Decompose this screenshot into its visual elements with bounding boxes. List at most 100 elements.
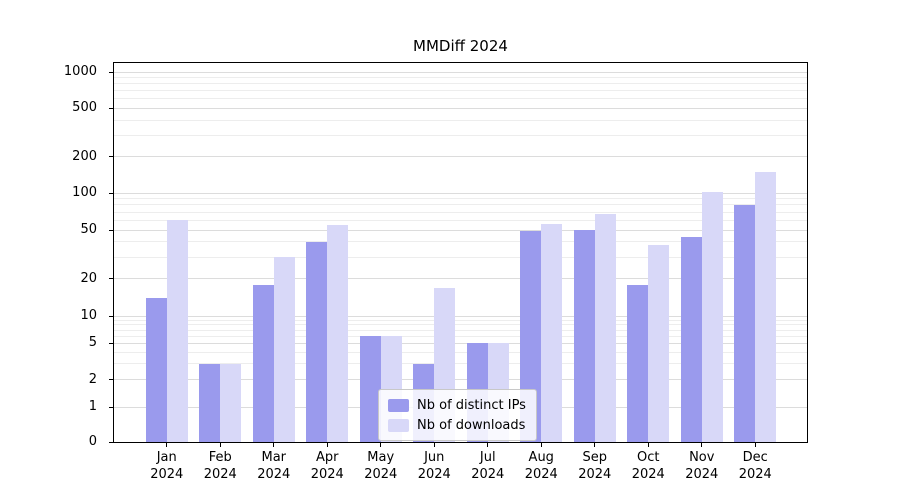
gridline-minor (114, 241, 807, 243)
y-tick-label: 200 (72, 148, 97, 164)
legend-label: Nb of downloads (417, 417, 526, 433)
bar-nb-of-distinct-ips (306, 241, 328, 442)
x-tick-label: Aug 2024 (501, 450, 581, 484)
bar-nb-of-downloads (541, 223, 563, 442)
x-tick-mark (166, 443, 168, 447)
x-axis-tick-marks (114, 443, 807, 447)
y-tick-mark (109, 71, 113, 73)
x-tick-month: Jan (156, 450, 177, 465)
gridline-minor (114, 204, 807, 206)
gridline-minor (114, 198, 807, 200)
gridline-major (114, 342, 807, 344)
y-tick-mark (109, 406, 113, 408)
bar-nb-of-downloads (327, 224, 349, 442)
x-tick-mark (219, 443, 221, 447)
legend: Nb of distinct IPs Nb of downloads (378, 389, 537, 441)
bar-nb-of-distinct-ips (734, 204, 756, 442)
gridline-major (114, 229, 807, 231)
bar-nb-of-downloads (701, 191, 723, 442)
gridline-minor (114, 219, 807, 221)
gridline-major (114, 156, 807, 158)
legend-item: Nb of downloads (388, 415, 526, 435)
x-tick-year: 2024 (417, 466, 451, 482)
gridline-minor (114, 98, 807, 100)
y-tick-label: 10 (80, 308, 97, 323)
bar-nb-of-downloads (594, 213, 616, 442)
x-tick-label: Dec 2024 (715, 450, 795, 484)
gridline-minor (114, 119, 807, 121)
bar-nb-of-downloads (166, 220, 188, 442)
gridline-minor (114, 363, 807, 365)
gridline-minor (114, 77, 807, 79)
x-tick-year: 2024 (310, 466, 344, 482)
gridline-minor (114, 83, 807, 85)
x-tick-year: 2024 (524, 466, 558, 482)
y-axis-tick-marks (109, 63, 113, 443)
legend-swatch (388, 398, 409, 412)
x-tick-month: Feb (208, 450, 232, 465)
y-tick-mark (109, 192, 113, 194)
x-tick-label: Feb 2024 (180, 450, 260, 484)
x-tick-label: Oct 2024 (608, 450, 688, 484)
x-tick-label: Sep 2024 (555, 450, 635, 484)
x-tick-month: Aug (528, 450, 554, 465)
x-tick-year: 2024 (257, 466, 291, 482)
gridline-minor (114, 256, 807, 258)
x-tick-year: 2024 (578, 466, 612, 482)
x-tick-label: May 2024 (341, 450, 421, 484)
bar-nb-of-downloads (273, 257, 295, 442)
x-tick-mark (326, 443, 328, 447)
x-tick-month: Apr (316, 450, 339, 465)
x-tick-label: Nov 2024 (662, 450, 742, 484)
x-tick-label: Apr 2024 (287, 450, 367, 484)
gridline-minor (114, 324, 807, 326)
bar-nb-of-distinct-ips (145, 298, 167, 442)
legend-label: Nb of distinct IPs (417, 397, 526, 413)
bar-nb-of-distinct-ips (252, 284, 274, 442)
x-tick-label: Mar 2024 (234, 450, 314, 484)
x-tick-year: 2024 (203, 466, 237, 482)
gridline-minor (114, 329, 807, 331)
gridline-major (114, 278, 807, 280)
x-tick-mark (540, 443, 542, 447)
bar-nb-of-distinct-ips (573, 230, 595, 442)
gridline-major (114, 379, 807, 381)
y-axis-tick-labels: 0 1 2 5 10 20 50 100 200 500 1000 (0, 63, 105, 449)
bar-nb-of-distinct-ips (359, 336, 381, 442)
x-tick-year: 2024 (685, 466, 719, 482)
y-tick-label: 50 (80, 222, 97, 238)
x-tick-year: 2024 (471, 466, 505, 482)
x-tick-year: 2024 (738, 466, 772, 482)
x-tick-year: 2024 (364, 466, 398, 482)
x-axis-tick-labels: Jan 2024 Feb 2024 Mar 2024 Apr 2024 May 2024 Jun 20… (114, 450, 807, 490)
gridline-major (114, 107, 807, 109)
x-tick-month: Jun (424, 450, 445, 465)
gridline-minor (114, 211, 807, 213)
gridline-minor (114, 351, 807, 353)
x-tick-mark (433, 443, 435, 447)
y-tick-mark (109, 278, 113, 280)
gridline-major (114, 71, 807, 73)
y-tick-mark (109, 229, 113, 231)
y-tick-mark (109, 107, 113, 109)
gridline-minor (114, 319, 807, 321)
y-tick-label: 20 (80, 270, 97, 286)
x-tick-label: Jul 2024 (448, 450, 528, 484)
y-tick-label: 5 (88, 335, 97, 351)
bar-nb-of-downloads (755, 171, 777, 442)
x-tick-mark (380, 443, 382, 447)
y-tick-label: 1000 (63, 64, 97, 79)
gridline-minor (114, 335, 807, 337)
y-tick-label: 100 (72, 185, 97, 200)
gridline-major (114, 192, 807, 194)
x-tick-month: Sep (582, 450, 607, 465)
x-tick-mark (594, 443, 596, 447)
x-tick-month: May (367, 450, 395, 465)
bars-layer (114, 63, 807, 442)
plot-area: Nb of distinct IPs Nb of downloads (113, 62, 808, 443)
x-tick-mark (701, 443, 703, 447)
legend-swatch (388, 418, 409, 432)
x-tick-mark (273, 443, 275, 447)
legend-item: Nb of distinct IPs (388, 395, 526, 415)
